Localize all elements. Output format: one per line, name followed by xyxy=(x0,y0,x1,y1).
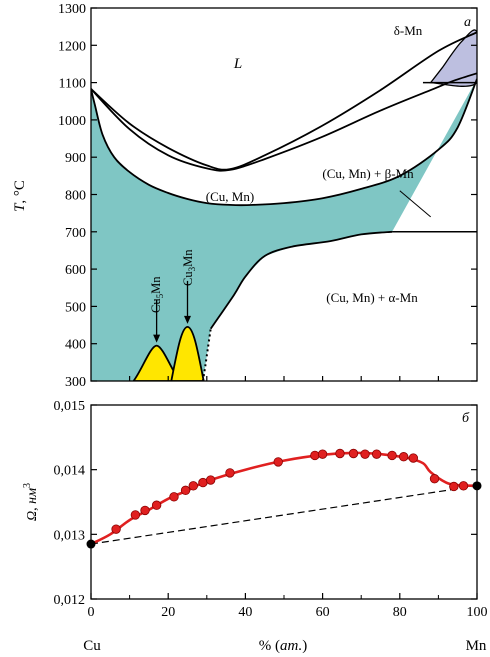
data-point xyxy=(360,449,370,459)
arrow-head xyxy=(153,334,161,343)
panel-b-x-tick-label: 60 xyxy=(316,605,330,620)
cu3mn-label: Cu3Mn xyxy=(181,249,197,286)
cu3mn-arrow xyxy=(184,280,191,324)
volume-panel: 0,012 0,013 0,014 0,015 0 20 40 60 80 100 б Ω, нм… xyxy=(22,399,488,620)
panel-a-y-tick-label: 500 xyxy=(65,300,86,315)
panel-b-y-tick-label: 0,015 xyxy=(54,399,86,414)
data-point xyxy=(151,500,162,510)
arrow-head xyxy=(184,315,191,324)
x-axis-label: % (ат.) xyxy=(259,638,308,654)
delta-mn-label: δ-Mn xyxy=(394,23,423,38)
data-point xyxy=(140,505,150,516)
panel-b-x-tick-label: 80 xyxy=(393,605,407,620)
panel-a-y-axis: 300 400 500 600 700 800 900 1000 1100 1200 1300 xyxy=(58,2,477,390)
data-point xyxy=(348,448,359,459)
data-point xyxy=(317,449,328,459)
panel-b-frame xyxy=(90,404,478,600)
panel-b-x-tick-label: 0 xyxy=(88,605,95,620)
panel-a-y-tick-label: 800 xyxy=(65,189,86,204)
data-point xyxy=(449,481,459,492)
panel-a-y-tick-label: 300 xyxy=(65,375,86,390)
data-point xyxy=(205,475,216,485)
panel-a-y-tick-label: 1200 xyxy=(58,39,86,54)
solid-solution-boundary-line xyxy=(209,230,393,330)
solidus-line xyxy=(91,72,477,172)
endpoint-markers xyxy=(86,481,482,549)
endpoint-marker xyxy=(472,481,482,491)
panel-b-y-tick-label: 0,014 xyxy=(54,464,86,479)
data-point xyxy=(335,448,345,459)
panel-b-letter: б xyxy=(462,411,470,426)
endpoint-marker xyxy=(86,539,96,549)
solvus-line xyxy=(91,78,477,207)
panel-b-axes: 0,012 0,013 0,014 0,015 0 20 40 60 80 100 xyxy=(54,399,488,620)
data-point xyxy=(111,524,121,534)
data-point xyxy=(198,477,208,488)
data-points xyxy=(111,448,469,534)
data-point xyxy=(371,449,382,459)
panel-a-y-tick-label: 400 xyxy=(65,338,86,353)
panel-b-x-tick-label: 20 xyxy=(161,605,175,620)
alpha-two-phase-label: (Cu, Mn) + α-Mn xyxy=(326,290,418,305)
panel-b-y-label: Ω, нм3 xyxy=(22,483,40,521)
liquid-region-label: L xyxy=(233,56,242,72)
data-point xyxy=(408,453,419,463)
cu-label: Cu xyxy=(83,638,101,654)
liquidus-line xyxy=(91,31,477,171)
solid-solution-label: (Cu, Mn) xyxy=(206,189,254,204)
data-point xyxy=(387,450,397,461)
beta-two-phase-label: (Cu, Mn) + β-Mn xyxy=(322,166,414,181)
panel-b-x-tick-label: 100 xyxy=(467,605,488,620)
data-point xyxy=(273,457,283,467)
cu5mn-arrow xyxy=(153,299,161,343)
panel-b-y-tick-label: 0,013 xyxy=(54,528,86,543)
data-point xyxy=(130,510,141,520)
vegard-line xyxy=(90,485,478,545)
data-point xyxy=(188,481,198,491)
data-point xyxy=(180,485,191,496)
panel-a-y-tick-label: 900 xyxy=(65,151,86,166)
panel-a-y-tick-label: 700 xyxy=(65,226,86,241)
data-point xyxy=(429,474,440,484)
panel-a-y-label: T, °C xyxy=(12,180,28,212)
panel-a-letter: а xyxy=(464,15,471,30)
data-point xyxy=(169,492,179,502)
panel-a-y-tick-label: 1300 xyxy=(58,2,86,17)
data-point xyxy=(398,452,409,462)
mn-label: Mn xyxy=(466,638,487,654)
two-phase-label-leader xyxy=(399,190,432,218)
panel-a-y-tick-label: 1100 xyxy=(59,77,86,92)
dotted-boundary-line xyxy=(201,328,212,381)
panel-a-y-tick-label: 1000 xyxy=(58,114,86,129)
data-point xyxy=(310,450,320,461)
panel-b-x-tick-label: 40 xyxy=(238,605,252,620)
panel-a-y-tick-label: 600 xyxy=(65,263,86,278)
data-point xyxy=(458,481,469,491)
data-point xyxy=(225,468,235,478)
cu3mn-dome xyxy=(170,325,205,381)
panel-b-y-tick-label: 0,012 xyxy=(54,593,86,608)
